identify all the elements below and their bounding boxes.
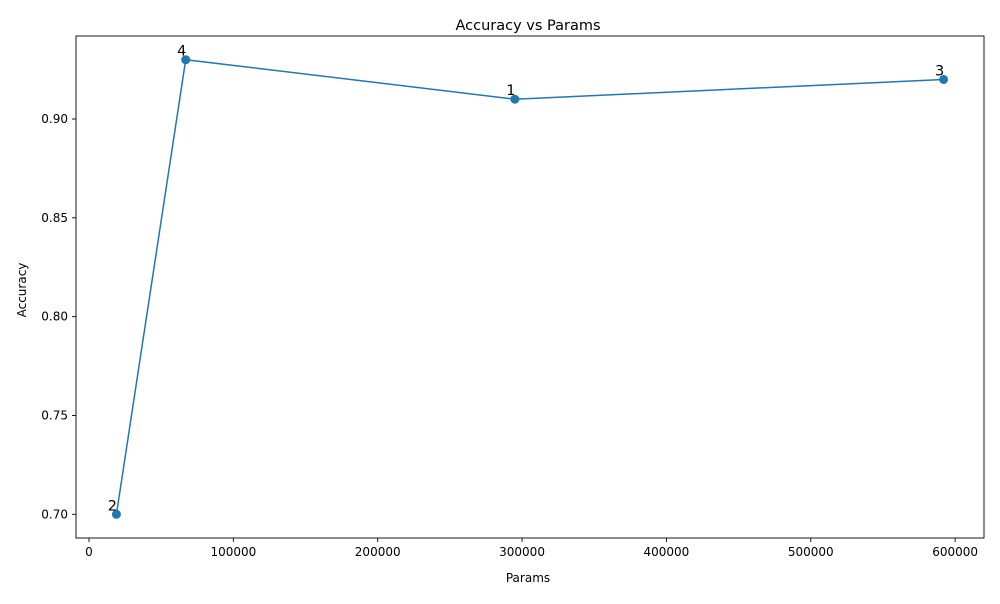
data-point (181, 55, 191, 65)
x-tick-label: 200000 (355, 545, 401, 559)
y-tick-label: 0.75 (41, 408, 68, 422)
x-tick-label: 100000 (210, 545, 256, 559)
data-point (510, 94, 520, 104)
y-tick-label: 0.80 (41, 310, 68, 324)
point-label: 1 (506, 83, 515, 99)
plot-area: 0 100000 200000 300000 400000 500000 600000 0.7… (41, 35, 985, 559)
y-tick-label: 0.70 (41, 507, 68, 521)
y-tick-label: 0.90 (41, 112, 68, 126)
point-label: 3 (935, 63, 944, 79)
x-axis-label: Params (506, 571, 550, 585)
chart-title: Accuracy vs Params (455, 18, 600, 34)
point-label: 4 (177, 44, 186, 60)
x-tick-label: 500000 (788, 545, 834, 559)
data-point (111, 509, 121, 519)
axes-frame (75, 35, 985, 539)
data-point (939, 74, 949, 84)
x-tick-label: 600000 (932, 545, 978, 559)
x-tick-label: 300000 (499, 545, 545, 559)
point-label: 2 (108, 498, 117, 514)
x-tick-label: 400000 (644, 545, 690, 559)
series-line (115, 58, 944, 515)
y-tick-label: 0.85 (41, 211, 68, 225)
x-tick-label: 0 (85, 545, 93, 559)
y-axis-label: Accuracy (15, 263, 29, 318)
